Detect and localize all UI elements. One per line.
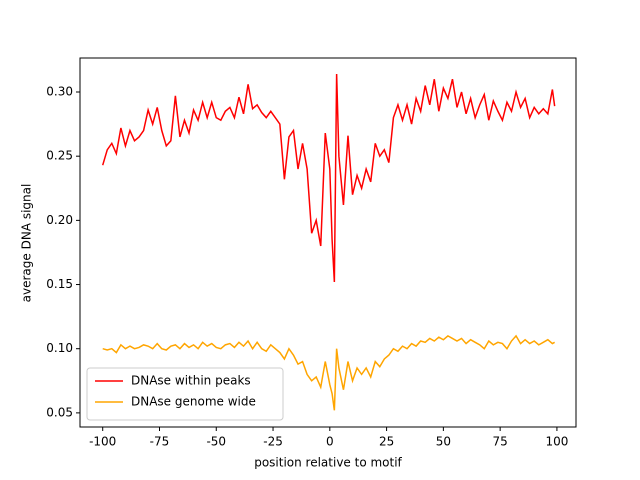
line-series <box>102 334 556 411</box>
x-tick-label: 100 <box>545 435 568 449</box>
legend-label: DNAse within peaks <box>131 374 251 388</box>
x-axis-label: position relative to motif <box>254 456 402 470</box>
x-tick-label: 0 <box>326 435 334 449</box>
x-tick-label: 25 <box>379 435 394 449</box>
x-tick-label: -75 <box>150 435 170 449</box>
x-tick-label: 50 <box>436 435 451 449</box>
line-series <box>101 74 556 283</box>
x-tick-label: -50 <box>206 435 226 449</box>
axes-frame <box>79 57 577 428</box>
y-axis-label: average DNA signal <box>20 184 34 303</box>
legend-label: DNAse genome wide <box>131 395 256 409</box>
y-tick-label: 0.10 <box>46 341 73 355</box>
y-tick-label: 0.20 <box>46 213 73 227</box>
y-tick-label: 0.25 <box>46 149 73 163</box>
y-tick-label: 0.05 <box>46 405 73 419</box>
x-tick-label: -25 <box>263 435 283 449</box>
legend-box <box>86 367 284 421</box>
y-tick-label: 0.30 <box>46 85 73 99</box>
x-tick-label: -100 <box>89 435 116 449</box>
y-tick-label: 0.15 <box>46 277 73 291</box>
x-tick-label: 75 <box>493 435 508 449</box>
